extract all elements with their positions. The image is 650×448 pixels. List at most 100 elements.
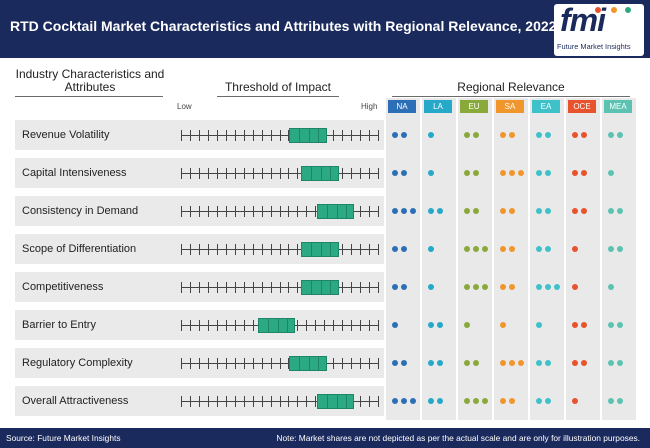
relevance-dot-na xyxy=(401,170,407,176)
region-chip-oce: OCE xyxy=(568,100,596,113)
relevance-dot-sa xyxy=(500,170,506,176)
scale-tick xyxy=(351,282,352,293)
relevance-dot-ea xyxy=(545,246,551,252)
impact-box-tick xyxy=(286,319,288,332)
relevance-dot-ea xyxy=(545,208,551,214)
scale-tick xyxy=(351,244,352,255)
regional-relevance-panel xyxy=(386,98,636,420)
relevance-dot-mea xyxy=(608,284,614,290)
scale-tick xyxy=(360,320,361,331)
relevance-dot-na xyxy=(392,398,398,404)
scale-tick xyxy=(271,244,272,255)
logo-dots-icon xyxy=(595,7,631,13)
impact-range-box xyxy=(316,204,355,219)
relevance-dot-ea xyxy=(554,284,560,290)
relevance-dot-oce xyxy=(572,246,578,252)
scale-tick xyxy=(262,206,263,217)
region-column-separator xyxy=(564,98,566,420)
scale-tick xyxy=(217,282,218,293)
relevance-dot-mea xyxy=(608,322,614,328)
footer-bar: Source: Future Market Insights Note: Mar… xyxy=(0,428,650,448)
scale-tick xyxy=(297,206,298,217)
relevance-dot-sa xyxy=(500,246,506,252)
source-note: Source: Future Market Insights xyxy=(6,433,121,443)
scale-tick xyxy=(181,206,182,217)
scale-tick xyxy=(190,396,191,407)
relevance-dot-eu xyxy=(464,132,470,138)
scale-line xyxy=(181,173,378,174)
relevance-dot-la xyxy=(437,322,443,328)
scale-tick xyxy=(208,206,209,217)
relevance-dot-sa xyxy=(500,132,506,138)
impact-box-tick xyxy=(311,243,313,256)
relevance-dot-oce xyxy=(581,208,587,214)
impact-scale xyxy=(175,348,384,378)
relevance-dot-sa xyxy=(509,284,515,290)
scale-tick xyxy=(190,206,191,217)
scale-tick xyxy=(217,168,218,179)
region-column-separator xyxy=(456,98,458,420)
relevance-dot-na xyxy=(392,208,398,214)
scale-tick xyxy=(271,206,272,217)
relevance-dot-ea xyxy=(536,170,542,176)
scale-tick xyxy=(235,320,236,331)
page-title: RTD Cocktail Market Characteristics and … xyxy=(10,18,557,34)
scale-line xyxy=(181,287,378,288)
scale-tick xyxy=(342,168,343,179)
high-label: High xyxy=(361,102,378,111)
scale-tick xyxy=(306,206,307,217)
scale-tick xyxy=(253,396,254,407)
scale-tick xyxy=(333,320,334,331)
scale-tick xyxy=(253,282,254,293)
scale-tick xyxy=(369,168,370,179)
relevance-dot-na xyxy=(392,132,398,138)
relevance-dot-sa xyxy=(509,398,515,404)
relevance-dot-mea xyxy=(608,170,614,176)
impact-range-box xyxy=(301,166,339,181)
scale-tick xyxy=(235,168,236,179)
scale-tick xyxy=(253,244,254,255)
relevance-dot-mea xyxy=(617,132,623,138)
scale-tick xyxy=(297,282,298,293)
relevance-dot-na xyxy=(392,360,398,366)
relevance-dot-sa xyxy=(518,360,524,366)
relevance-dot-sa xyxy=(500,398,506,404)
relevance-dot-eu xyxy=(473,284,479,290)
impact-box-tick xyxy=(318,129,320,142)
relevance-dot-eu xyxy=(464,360,470,366)
scale-tick xyxy=(280,282,281,293)
scale-tick xyxy=(208,244,209,255)
region-chip-mea: MEA xyxy=(604,100,632,113)
row-label: Scope of Differentiation xyxy=(15,234,175,264)
scale-tick xyxy=(369,206,370,217)
scale-tick xyxy=(288,130,289,141)
scale-tick xyxy=(181,130,182,141)
scale-tick xyxy=(190,320,191,331)
scale-tick xyxy=(190,244,191,255)
scale-tick xyxy=(226,168,227,179)
region-chip-eu: EU xyxy=(460,100,488,113)
relevance-dot-na xyxy=(392,246,398,252)
relevance-dot-oce xyxy=(572,132,578,138)
scale-tick xyxy=(208,358,209,369)
scale-tick xyxy=(288,396,289,407)
relevance-dot-na xyxy=(401,208,407,214)
relevance-dot-eu xyxy=(464,322,470,328)
relevance-dot-eu xyxy=(464,398,470,404)
scale-tick xyxy=(297,244,298,255)
scale-tick xyxy=(360,244,361,255)
scale-tick xyxy=(360,206,361,217)
relevance-dot-mea xyxy=(608,246,614,252)
relevance-dot-ea xyxy=(536,284,542,290)
scale-tick xyxy=(342,282,343,293)
scale-tick xyxy=(235,206,236,217)
scale-tick xyxy=(280,244,281,255)
scale-tick xyxy=(253,168,254,179)
scale-tick xyxy=(226,244,227,255)
scale-tick xyxy=(226,206,227,217)
scale-tick xyxy=(208,320,209,331)
impact-range-box xyxy=(316,394,355,409)
relevance-dot-sa xyxy=(509,208,515,214)
regional-heading-underline xyxy=(392,96,630,97)
relevance-dot-eu xyxy=(464,170,470,176)
